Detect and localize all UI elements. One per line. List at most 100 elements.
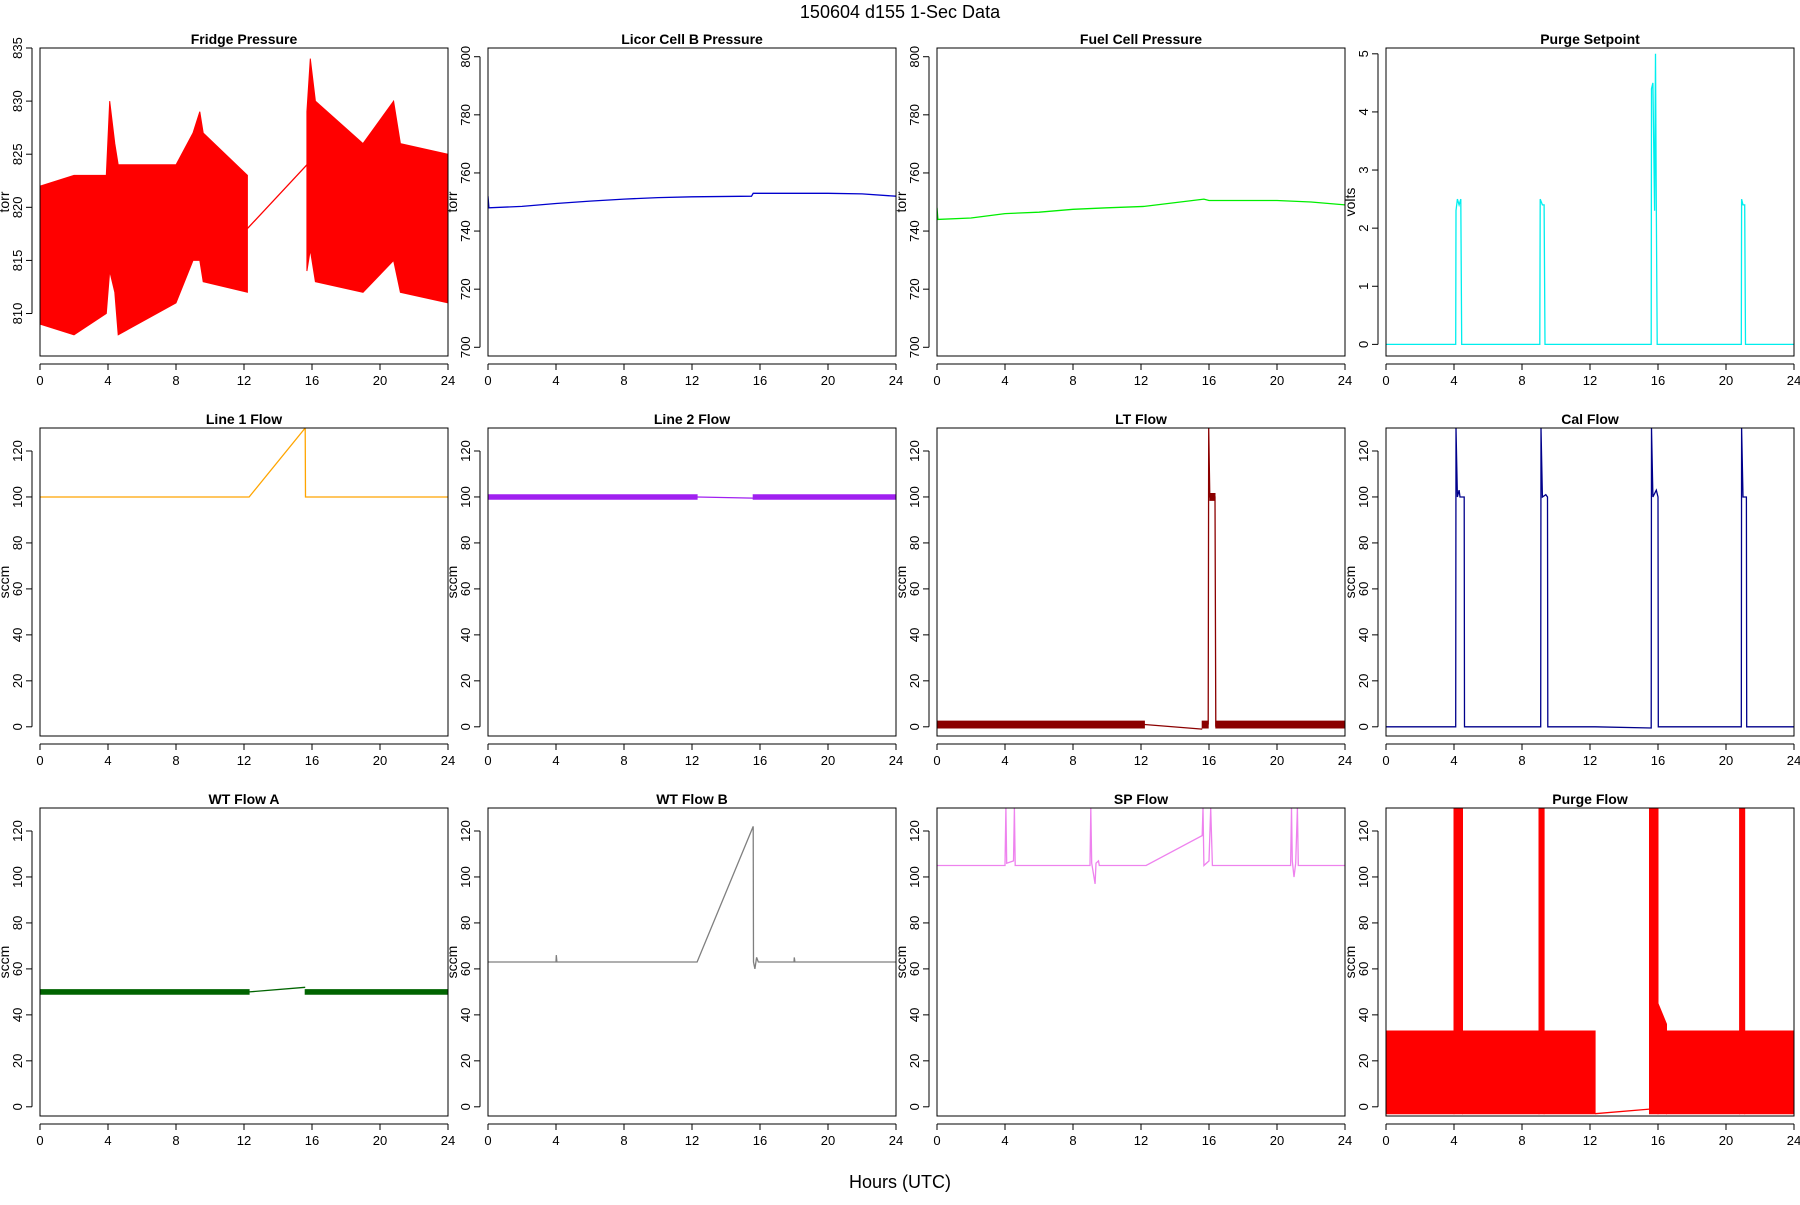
y-axis-label: sccm <box>1342 946 1358 979</box>
y-tick-label: 60 <box>458 962 473 976</box>
x-tick-label: 0 <box>484 753 491 768</box>
y-tick-label: 3 <box>1356 166 1371 173</box>
x-tick-label: 8 <box>1069 753 1076 768</box>
x-tick-label: 8 <box>620 373 627 388</box>
x-tick-label: 0 <box>1382 1133 1389 1148</box>
plot-frame <box>39 47 449 357</box>
panel-purge-flow: Purge Flow 0 4 8 12 16 20 24 0 20 40 60 80 100 120 sccm <box>1342 791 1800 1148</box>
panel-cal-flow: Cal Flow 0 4 8 12 16 20 24 0 20 40 60 80 100 120 sccm <box>1342 411 1800 768</box>
panel-title: Purge Flow <box>1552 791 1628 807</box>
series-line <box>1144 723 1203 730</box>
x-tick-label: 12 <box>237 373 251 388</box>
x-tick-label: 8 <box>1069 1133 1076 1148</box>
y-tick-label: 120 <box>10 440 25 462</box>
data-series <box>40 58 448 336</box>
y-tick-label: 820 <box>10 196 25 218</box>
series-line <box>488 826 896 970</box>
y-tick-label: 120 <box>907 440 922 462</box>
y-tick-label: 80 <box>10 536 25 550</box>
x-tick-label: 8 <box>1518 1133 1525 1148</box>
series-band <box>40 101 248 336</box>
y-tick-label: 815 <box>10 250 25 272</box>
x-tick-label: 16 <box>1202 753 1216 768</box>
panel-title: Fuel Cell Pressure <box>1080 31 1202 47</box>
y-tick-label: 80 <box>907 536 922 550</box>
y-tick-label: 60 <box>458 582 473 596</box>
x-tick-label: 20 <box>1719 753 1733 768</box>
y-tick-label: 100 <box>458 866 473 888</box>
data-series <box>1386 808 1794 1115</box>
y-tick-label: 5 <box>1356 50 1371 57</box>
y-tick-label: 80 <box>10 916 25 930</box>
x-tick-label: 16 <box>1651 753 1665 768</box>
series-line <box>1386 53 1794 346</box>
plot-frame <box>936 47 1346 357</box>
y-tick-label: 20 <box>1356 674 1371 688</box>
series-band <box>1744 1030 1794 1115</box>
plot-frame <box>487 427 897 737</box>
x-tick-label: 0 <box>36 753 43 768</box>
y-tick-label: 700 <box>907 336 922 358</box>
y-tick-label: 20 <box>458 1054 473 1068</box>
x-tick-label: 24 <box>889 1133 903 1148</box>
y-tick-label: 720 <box>907 278 922 300</box>
y-axis-label: sccm <box>444 566 460 599</box>
series-band <box>1657 1003 1667 1115</box>
data-series <box>1386 428 1794 729</box>
y-tick-label: 20 <box>907 1054 922 1068</box>
y-axis-label: sccm <box>0 566 12 599</box>
panel-title: WT Flow B <box>656 791 728 807</box>
x-tick-label: 12 <box>1134 373 1148 388</box>
y-tick-label: 40 <box>907 1008 922 1022</box>
y-tick-label: 40 <box>907 628 922 642</box>
x-tick-label: 12 <box>685 753 699 768</box>
y-axis-label: torr <box>893 191 909 212</box>
x-tick-label: 16 <box>305 373 319 388</box>
x-tick-label: 24 <box>1338 753 1352 768</box>
x-tick-label: 16 <box>753 753 767 768</box>
x-tick-label: 20 <box>1719 1133 1733 1148</box>
y-tick-label: 835 <box>10 37 25 59</box>
data-series <box>40 986 448 995</box>
panel-title: Cal Flow <box>1561 411 1619 427</box>
x-tick-label: 4 <box>1001 753 1008 768</box>
x-tick-label: 4 <box>104 753 111 768</box>
panel-wt-flow-a: WT Flow A 0 4 8 12 16 20 24 0 20 40 60 80 100 120 sccm <box>0 791 455 1148</box>
y-tick-label: 760 <box>907 162 922 184</box>
y-tick-label: 100 <box>1356 486 1371 508</box>
y-tick-label: 100 <box>10 866 25 888</box>
panel-title: Licor Cell B Pressure <box>621 31 763 47</box>
x-tick-label: 8 <box>1069 373 1076 388</box>
panel-fuel-cell-pressure: Fuel Cell Pressure 0 4 8 12 16 20 24 700 720 740 76… <box>893 31 1352 388</box>
panel-title: Purge Setpoint <box>1540 31 1640 47</box>
y-tick-label: 0 <box>458 1103 473 1110</box>
y-tick-label: 780 <box>458 104 473 126</box>
x-tick-label: 4 <box>1001 1133 1008 1148</box>
series-line <box>937 198 1345 221</box>
data-series <box>1386 53 1794 346</box>
y-tick-label: 100 <box>1356 866 1371 888</box>
plot-frame <box>936 427 1346 737</box>
y-tick-label: 0 <box>1356 341 1371 348</box>
y-axis-label: sccm <box>1342 566 1358 599</box>
x-tick-label: 12 <box>1134 1133 1148 1148</box>
y-tick-label: 760 <box>458 162 473 184</box>
panel-title: LT Flow <box>1115 411 1167 427</box>
series-band <box>304 989 448 995</box>
x-tick-label: 4 <box>552 753 559 768</box>
data-series <box>488 826 896 970</box>
x-tick-label: 16 <box>753 1133 767 1148</box>
x-tick-label: 16 <box>1202 1133 1216 1148</box>
series-line <box>249 986 306 993</box>
plot-frame <box>1385 427 1795 737</box>
y-tick-label: 700 <box>458 336 473 358</box>
y-tick-label: 20 <box>10 674 25 688</box>
y-tick-label: 20 <box>458 674 473 688</box>
y-axis-label: torr <box>444 191 460 212</box>
data-series <box>937 808 1345 885</box>
x-tick-label: 8 <box>620 1133 627 1148</box>
x-tick-label: 12 <box>237 1133 251 1148</box>
y-tick-label: 120 <box>907 820 922 842</box>
